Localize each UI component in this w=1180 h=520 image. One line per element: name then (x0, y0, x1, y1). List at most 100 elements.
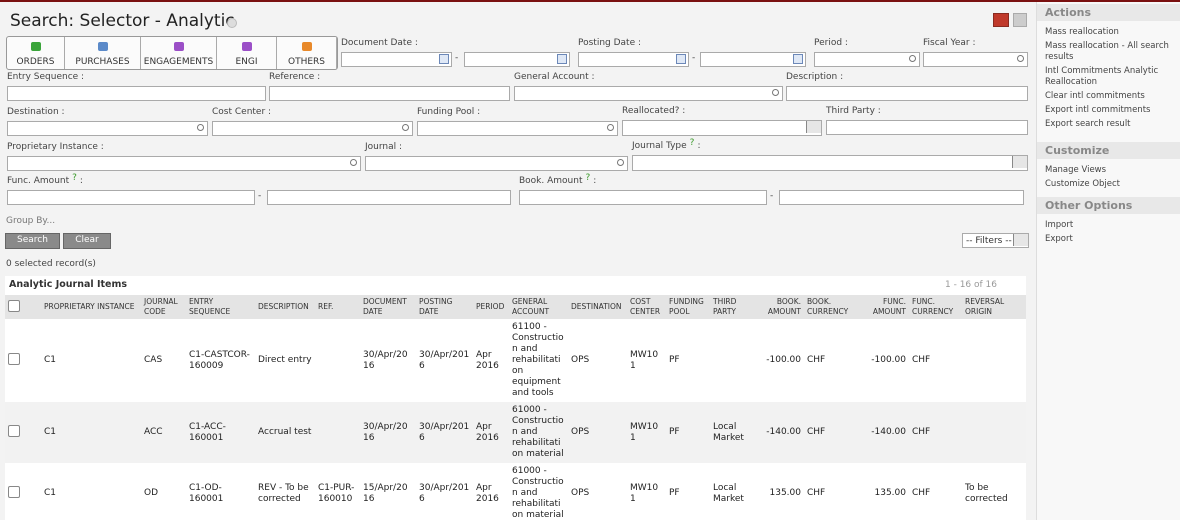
filters-select[interactable]: -- Filters -- (962, 233, 1029, 248)
label-text: Description : (786, 72, 844, 82)
sidebar-section: Customize Manage Views Customize Object (1037, 142, 1180, 192)
checkbox[interactable] (8, 352, 20, 365)
column-header[interactable]: FUNC. CURRENCY (909, 295, 962, 319)
column-header[interactable]: PROPRIETARY INSTANCE (41, 295, 141, 319)
shortcut-button[interactable]: OTHERS (277, 37, 337, 69)
help-mark[interactable]: ? (585, 173, 591, 183)
column-header[interactable]: JOURNAL CODE (141, 295, 186, 319)
table-cell: C1-OD-160001 (189, 482, 224, 504)
clear-button[interactable]: Clear (63, 233, 111, 249)
column-header[interactable]: FUNDING POOL (666, 295, 710, 319)
column-header[interactable]: DOCUMENT DATE (360, 295, 416, 319)
shortcut-icon (30, 42, 41, 51)
table-cell: CHF (912, 355, 931, 365)
table-cell: CHF (912, 488, 931, 498)
help-icon[interactable] (227, 18, 237, 28)
column-header[interactable]: ENTRY SEQUENCE (186, 295, 255, 319)
text-input[interactable] (578, 52, 689, 67)
text-input[interactable] (779, 190, 1024, 205)
table-cell: PF (666, 402, 710, 463)
text-input[interactable] (464, 52, 570, 67)
table-row: C1 CAS C1-CASTCOR-160009 Direct entry 30/Apr… (5, 319, 1026, 402)
column-header[interactable]: GENERAL ACCOUNT (509, 295, 568, 319)
shortcut-icon (241, 42, 252, 51)
sidebar-link[interactable]: Export intl commitments (1045, 105, 1151, 115)
section-items: Manage Views Customize Object (1037, 159, 1180, 192)
table-cell: 30/Apr/2016 (360, 402, 416, 463)
column-header[interactable]: PERIOD (473, 295, 509, 319)
label-text: Proprietary Instance : (7, 142, 104, 152)
data-table: PROPRIETARY INSTANCE JOURNAL CODE ENTRY SE… (5, 295, 1026, 520)
text-input[interactable] (417, 121, 618, 136)
column-header[interactable]: REVERSAL ORIGIN (962, 295, 1026, 319)
label-text: Reallocated? : (622, 106, 686, 116)
field-label: Third Party : (826, 106, 881, 116)
text-input[interactable] (700, 52, 806, 67)
text-input[interactable] (923, 52, 1028, 67)
column-header[interactable]: FUNC. AMOUNT (859, 295, 909, 319)
column-header[interactable]: POSTING DATE (416, 295, 473, 319)
table-cell: Accrual test (255, 402, 315, 463)
checkbox[interactable] (8, 424, 20, 437)
column-header[interactable]: REF. (315, 295, 360, 319)
text-input[interactable] (267, 190, 511, 205)
text-input[interactable] (814, 52, 920, 67)
section-items: Mass reallocation Mass reallocation - All… (1037, 21, 1180, 132)
sidebar-link[interactable]: Mass reallocation - All search results (1045, 41, 1169, 62)
select-input[interactable] (622, 120, 822, 136)
sidebar-link[interactable]: Export (1045, 234, 1073, 244)
grid-view-icon[interactable] (1013, 13, 1027, 27)
label-text: Third Party : (826, 106, 881, 116)
text-input[interactable] (365, 156, 628, 171)
text-input[interactable] (826, 120, 1028, 135)
table-cell (315, 402, 360, 463)
text-input[interactable] (7, 86, 266, 101)
checkbox[interactable] (8, 299, 20, 312)
range-separator: - (692, 53, 696, 63)
text-input[interactable] (519, 190, 767, 205)
search-button[interactable]: Search (5, 233, 60, 249)
shortcut-button[interactable]: ENGI (217, 37, 277, 69)
table-cell: C1 (44, 488, 57, 498)
sidebar-link[interactable]: Customize Object (1045, 179, 1121, 189)
column-header[interactable]: BOOK. CURRENCY (804, 295, 859, 319)
sidebar-link[interactable]: Export search result (1045, 119, 1131, 129)
table-cell (315, 319, 360, 402)
field-label: Description : (786, 72, 843, 82)
text-input[interactable] (212, 121, 413, 136)
field-label: Entry Sequence : (7, 72, 84, 82)
text-input[interactable] (7, 121, 208, 136)
text-input[interactable] (269, 86, 510, 101)
sidebar-link[interactable]: Intl Commitments Analytic Reallocation (1045, 66, 1159, 87)
table-cell: OD (144, 488, 159, 498)
text-input[interactable] (7, 156, 361, 171)
help-mark[interactable]: ? (72, 173, 77, 183)
sidebar-link[interactable]: Manage Views (1045, 165, 1107, 175)
shortcut-button[interactable]: PURCHASES (65, 37, 141, 69)
shortcut-button[interactable]: ORDERS (7, 37, 65, 69)
list-view-icon[interactable] (993, 13, 1009, 27)
table-cell: PF (669, 355, 680, 365)
column-header[interactable]: DESCRIPTION (255, 295, 315, 319)
column-header[interactable]: THIRD PARTY (710, 295, 760, 319)
table-cell: MW101 (630, 349, 659, 371)
column-header[interactable]: DESTINATION (568, 295, 627, 319)
field-label: Period : (814, 38, 848, 48)
group-by[interactable]: Group By... (6, 216, 56, 226)
column-header[interactable]: BOOK. AMOUNT (760, 295, 804, 319)
label-text: Funding Pool : (417, 107, 481, 117)
checkbox[interactable] (8, 485, 20, 498)
text-input[interactable] (7, 190, 255, 205)
select-input[interactable] (632, 155, 1028, 171)
shortcut-button[interactable]: ENGAGEMENTS (141, 37, 217, 69)
text-input[interactable] (786, 86, 1028, 101)
sidebar-link[interactable]: Import (1045, 220, 1074, 230)
sidebar-link[interactable]: Clear intl commitments (1045, 91, 1145, 101)
sidebar-link[interactable]: Mass reallocation (1045, 27, 1119, 37)
text-input[interactable] (341, 52, 452, 67)
help-mark[interactable]: ? (689, 138, 695, 148)
column-header[interactable]: COST CENTER (627, 295, 666, 319)
text-input[interactable] (514, 86, 783, 101)
label-colon: : (697, 141, 701, 151)
